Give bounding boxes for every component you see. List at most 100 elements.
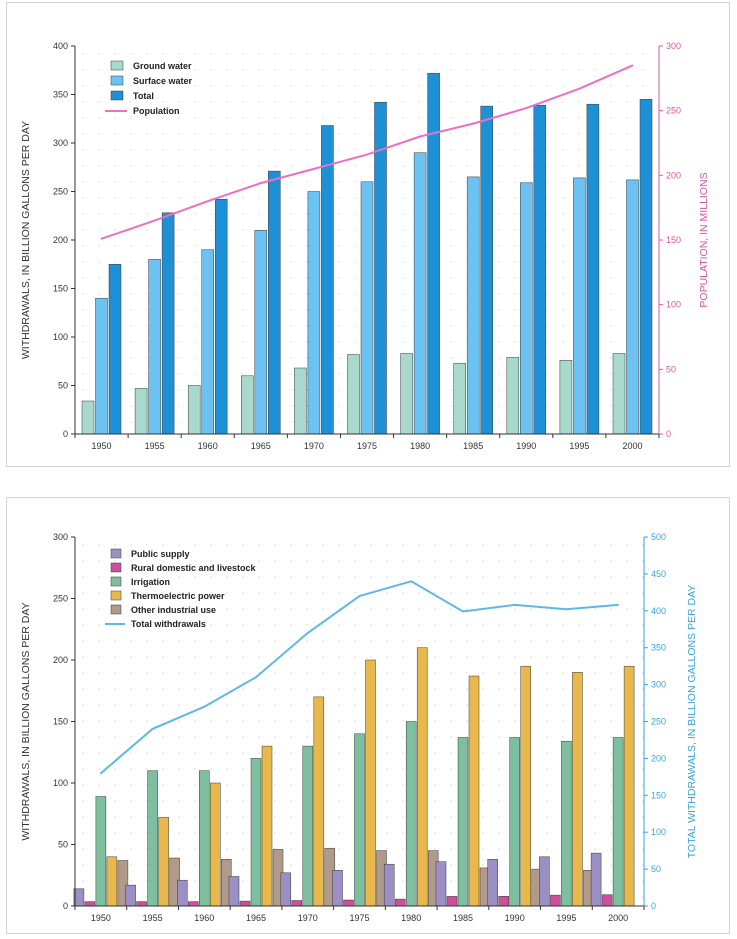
- grid-dot: [386, 768, 388, 770]
- grid-dot: [530, 656, 532, 658]
- grid-dot: [210, 688, 212, 690]
- grid-dot: [98, 213, 100, 215]
- grid-dot: [546, 784, 548, 786]
- grid-dot: [418, 133, 420, 135]
- grid-dot: [610, 277, 612, 279]
- grid-dot: [162, 53, 164, 55]
- grid-dot: [130, 309, 132, 311]
- grid-dot: [450, 736, 452, 738]
- grid-dot: [498, 101, 500, 103]
- grid-dot: [546, 688, 548, 690]
- grid-dot: [434, 832, 436, 834]
- grid-dot: [498, 357, 500, 359]
- grid-dot: [194, 880, 196, 882]
- grid-dot: [338, 325, 340, 327]
- grid-dot: [610, 704, 612, 706]
- grid-dot: [498, 309, 500, 311]
- grid-dot: [322, 688, 324, 690]
- right-tick-label: 50: [651, 864, 661, 874]
- grid-dot: [578, 85, 580, 87]
- grid-dot: [194, 624, 196, 626]
- grid-dot: [258, 640, 260, 642]
- grid-dot: [338, 389, 340, 391]
- grid-dot: [482, 85, 484, 87]
- grid-dot: [498, 784, 500, 786]
- grid-dot: [274, 560, 276, 562]
- grid-dot: [354, 704, 356, 706]
- left-tick-label: 350: [53, 90, 68, 100]
- grid-dot: [626, 69, 628, 71]
- grid-dot: [610, 560, 612, 562]
- grid-dot: [194, 768, 196, 770]
- grid-dot: [386, 672, 388, 674]
- grid-dot: [450, 592, 452, 594]
- grid-dot: [130, 784, 132, 786]
- grid-dot: [498, 752, 500, 754]
- grid-dot: [130, 101, 132, 103]
- grid-dot: [290, 181, 292, 183]
- x-tick-label: 1950: [91, 913, 111, 923]
- right-tick-label: 0: [666, 429, 671, 439]
- grid-dot: [498, 421, 500, 423]
- grid-dot: [210, 85, 212, 87]
- grid-dot: [594, 704, 596, 706]
- grid-dot: [562, 704, 564, 706]
- grid-dot: [338, 133, 340, 135]
- grid-dot: [274, 816, 276, 818]
- grid-dot: [546, 768, 548, 770]
- grid-dot: [226, 85, 228, 87]
- bar-public-supply-1975: [332, 870, 343, 907]
- grid-dot: [130, 357, 132, 359]
- grid-dot: [498, 213, 500, 215]
- grid-dot: [370, 117, 372, 119]
- grid-dot: [194, 640, 196, 642]
- grid-dot: [322, 560, 324, 562]
- grid-dot: [146, 133, 148, 135]
- grid-dot: [274, 784, 276, 786]
- grid-dot: [210, 117, 212, 119]
- grid-dot: [530, 165, 532, 167]
- grid-dot: [610, 293, 612, 295]
- grid-dot: [402, 704, 404, 706]
- grid-dot: [594, 832, 596, 834]
- bar-rural-domestic-and-livestock-1955: [136, 901, 147, 907]
- grid-dot: [114, 133, 116, 135]
- grid-dot: [546, 720, 548, 722]
- grid-dot: [498, 133, 500, 135]
- grid-dot: [562, 688, 564, 690]
- grid-dot: [194, 544, 196, 546]
- grid-dot: [306, 640, 308, 642]
- grid-dot: [530, 149, 532, 151]
- bar-thermoelectric-power-1960: [210, 782, 221, 907]
- grid-dot: [402, 149, 404, 151]
- grid-dot: [450, 864, 452, 866]
- grid-dot: [610, 325, 612, 327]
- grid-dot: [146, 373, 148, 375]
- grid-dot: [562, 53, 564, 55]
- grid-dot: [498, 624, 500, 626]
- point-total-withdrawals-1965: [255, 676, 257, 679]
- x-tick-label: 1955: [143, 913, 163, 923]
- grid-dot: [98, 608, 100, 610]
- grid-dot: [354, 133, 356, 135]
- grid-dot: [146, 85, 148, 87]
- grid-dot: [242, 261, 244, 263]
- grid-dot: [450, 784, 452, 786]
- left-tick-label: 300: [53, 138, 68, 148]
- grid-dot: [82, 592, 84, 594]
- grid-dot: [402, 624, 404, 626]
- grid-dot: [226, 101, 228, 103]
- legend-swatch-total: [110, 90, 124, 101]
- bar-surface-water-1995: [573, 177, 586, 435]
- bar-surface-water-2000: [626, 179, 639, 435]
- grid-dot: [194, 656, 196, 658]
- grid-dot: [258, 624, 260, 626]
- grid-dot: [338, 560, 340, 562]
- grid-dot: [514, 197, 516, 199]
- grid-dot: [578, 640, 580, 642]
- grid-dot: [338, 656, 340, 658]
- grid-dot: [626, 656, 628, 658]
- grid-dot: [466, 133, 468, 135]
- grid-dot: [290, 576, 292, 578]
- grid-dot: [610, 880, 612, 882]
